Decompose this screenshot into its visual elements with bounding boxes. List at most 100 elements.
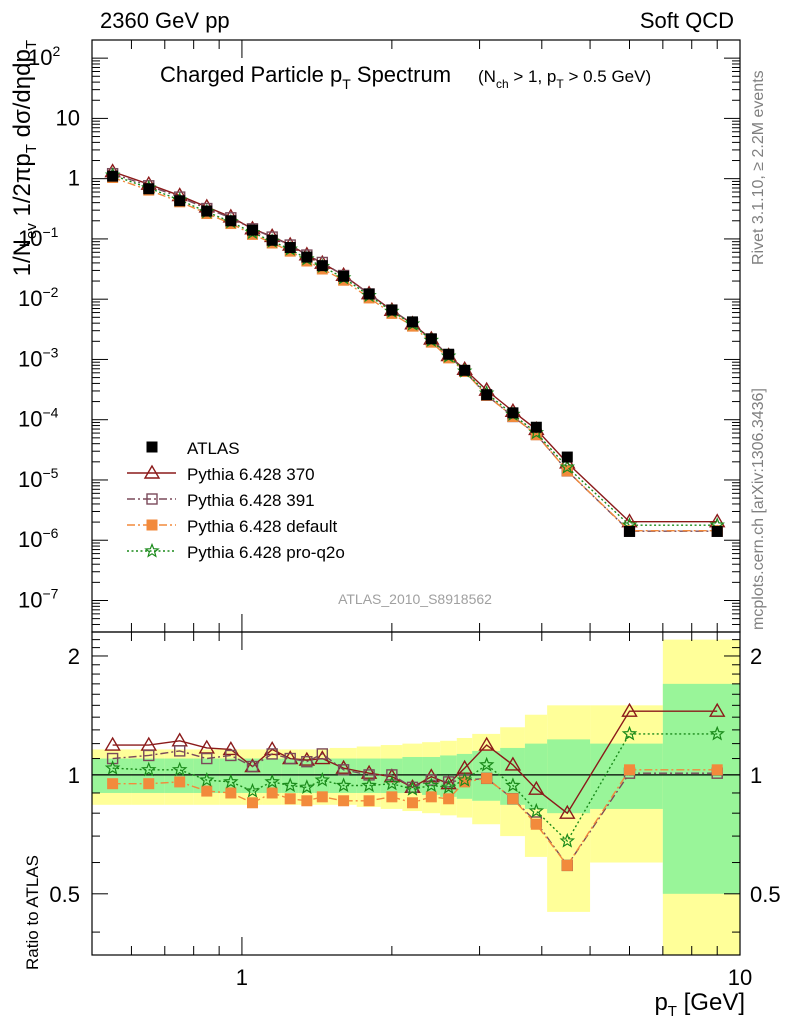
ratio-ytick-label-right: 2 [750, 644, 762, 669]
ratio-point-series-4-7 [282, 777, 298, 793]
ratio-point-series-4-12 [384, 775, 400, 791]
energy-label: 2360 GeV pp [100, 8, 230, 33]
main-ytick-label-0: 1 [68, 166, 80, 191]
xtick-label-1: 1 [236, 965, 248, 990]
main-point-series-3-20 [561, 465, 573, 477]
legend-marker-4 [144, 542, 160, 558]
ratio-point-series-2-2 [174, 745, 186, 757]
main-point-atlas-11 [363, 288, 375, 300]
ratio-point-series-1-17 [478, 736, 495, 751]
ratio-point-series-1-22 [708, 702, 726, 717]
ratio-point-series-3-4 [225, 787, 237, 799]
ratio-point-series-4-1 [140, 761, 157, 777]
ratio-point-series-1-4 [222, 741, 240, 756]
main-ytick-label-1: 10 [56, 105, 80, 130]
ratio-point-series-1-12 [383, 768, 401, 783]
y-axis-label: 1/Nev 1/2πpT dσ/dηdpT [9, 40, 40, 276]
main-point-atlas-16 [459, 364, 471, 376]
main-point-atlas-18 [507, 407, 519, 419]
ratio-point-series-4-10 [335, 777, 352, 793]
ratio-point-series-1-9 [314, 750, 331, 765]
ratio-point-series-2-10 [337, 764, 350, 776]
ratio-point-series-3-6 [266, 787, 278, 799]
main-point-atlas-1 [143, 183, 155, 195]
ratio-point-series-4-5 [244, 782, 261, 798]
ratio-point-series-3-12 [386, 791, 398, 803]
ratio-point-series-1-20 [559, 804, 576, 819]
ratio-point-series-1-15 [440, 775, 457, 790]
legend-marker-1 [143, 464, 161, 479]
main-point-atlas-2 [174, 195, 186, 207]
ratio-point-series-4-15 [440, 779, 457, 794]
ratio-point-series-4-14 [423, 777, 440, 793]
chart-title-cuts: (Nch > 1, pT > 0.5 GeV) [478, 67, 651, 91]
legend-label-3: Pythia 6.428 default [187, 517, 338, 536]
x-axis-label: pT [GeV] [654, 989, 745, 1020]
ratio-point-series-4-13 [404, 781, 421, 796]
ratio-point-series-1-2 [171, 732, 188, 747]
ratio-point-series-3-3 [201, 785, 213, 797]
ratio-ytick-label-left: 2 [68, 644, 80, 669]
ratio-point-series-3-0 [107, 778, 119, 790]
mcplots-label: mcplots.cern.ch [arXiv:1306.3436] [750, 388, 767, 630]
ratio-point-series-4-4 [223, 773, 239, 789]
legend-label-0: ATLAS [187, 439, 240, 458]
ratio-point-series-3-8 [301, 795, 313, 807]
main-point-atlas-20 [561, 451, 573, 463]
ratio-point-series-3-14 [425, 791, 437, 803]
ratio-point-series-3-16 [459, 776, 471, 788]
legend-marker-2 [146, 493, 158, 505]
ratio-point-series-3-22 [711, 764, 723, 776]
main-point-atlas-9 [316, 260, 328, 272]
ratio-point-series-3-18 [507, 793, 519, 805]
ratio-ytick-label-right: 1 [750, 763, 762, 788]
ratio-point-series-4-3 [199, 771, 215, 787]
legend-label-4: Pythia 6.428 pro-q2o [187, 543, 345, 562]
ratio-point-series-4-18 [505, 777, 521, 793]
ratio-stat-band-11 [356, 758, 381, 793]
ratio-ytick-label-left: 0.5 [49, 882, 80, 907]
ratio-point-series-1-21 [621, 702, 638, 717]
ratio-point-series-4-22 [709, 725, 725, 741]
legend-marker-3 [146, 519, 158, 531]
ratio-point-series-4-9 [314, 771, 331, 787]
ratio-stat-band-20 [547, 739, 591, 814]
ratio-point-series-3-10 [338, 795, 350, 807]
main-ytick-label--7: 10−7 [18, 585, 59, 612]
rivet-version-label: Rivet 3.1.10, ≥ 2.2M events [750, 70, 767, 265]
main-point-atlas-15 [443, 348, 455, 360]
ratio-point-series-3-19 [530, 818, 542, 830]
main-point-atlas-5 [246, 224, 258, 236]
ratio-frame [91, 631, 741, 956]
ratio-point-series-4-11 [361, 777, 377, 793]
main-point-atlas-4 [225, 215, 237, 227]
ratio-line-series-3 [112, 769, 718, 867]
ratio-point-series-3-2 [174, 776, 186, 788]
chart-axes [91, 39, 741, 956]
ratio-point-series-4-21 [621, 725, 638, 741]
ratio-point-series-2-5 [246, 760, 259, 773]
ratio-point-series-4-19 [528, 802, 545, 818]
ratio-stat-band-19 [524, 743, 548, 809]
main-point-atlas-21 [624, 525, 636, 537]
ratio-point-series-1-19 [528, 780, 545, 795]
ratio-panel-series [104, 702, 726, 872]
legend-marker-0 [146, 441, 158, 453]
ratio-point-series-4-20 [559, 832, 576, 848]
ratio-point-series-3-11 [363, 795, 375, 807]
main-ytick-label--5: 10−5 [18, 465, 59, 492]
main-point-atlas-7 [284, 242, 296, 254]
xtick-label-10: 10 [728, 965, 752, 990]
main-point-atlas-6 [266, 234, 278, 246]
main-ytick-label--6: 10−6 [18, 525, 59, 552]
ratio-point-series-4-17 [478, 756, 495, 772]
ratio-point-series-3-15 [443, 793, 455, 805]
ratio-point-series-3-13 [406, 797, 418, 809]
ratio-point-series-4-6 [264, 773, 280, 789]
legend: ATLAS Pythia 6.428 370 Pythia 6.428 391 Pyt… [127, 439, 345, 562]
ratio-ytick-label-right: 0.5 [750, 882, 781, 907]
ratio-point-series-2-0 [106, 752, 119, 765]
ratio-point-series-3-20 [561, 859, 573, 871]
ratio-stat-band-22 [662, 683, 740, 894]
ratio-point-series-3-21 [624, 764, 636, 776]
